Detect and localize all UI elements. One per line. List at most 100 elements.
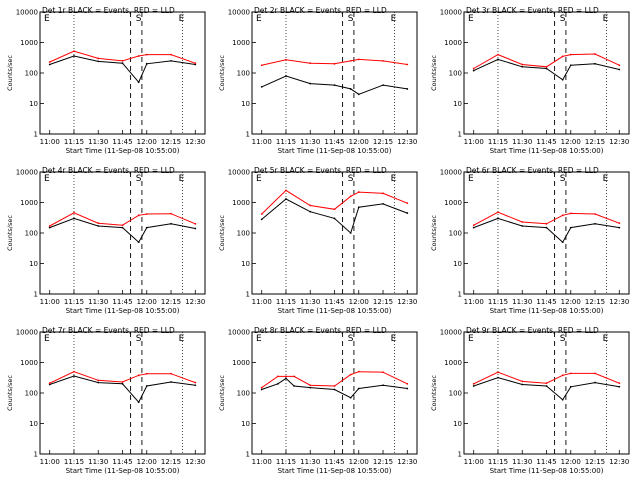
marker-label: E bbox=[391, 14, 397, 24]
data-point bbox=[97, 381, 100, 384]
plot-frame bbox=[39, 171, 206, 295]
data-point bbox=[406, 63, 409, 66]
y-tick-label: 100 bbox=[237, 70, 250, 78]
data-point bbox=[561, 55, 564, 58]
x-tick-label: 12:15 bbox=[585, 458, 605, 466]
series-line-lld bbox=[49, 212, 196, 227]
data-point bbox=[382, 202, 384, 205]
data-point bbox=[406, 382, 409, 385]
data-point bbox=[137, 374, 140, 377]
y-tick-label: 1 bbox=[458, 451, 462, 459]
panel-title: Det 9r BLACK = Events, RED = LLD bbox=[466, 326, 599, 335]
data-point bbox=[569, 53, 572, 56]
plot-frame bbox=[251, 11, 418, 135]
data-point bbox=[309, 204, 312, 207]
y-axis-label: Counts/sec bbox=[430, 375, 438, 411]
marker-label: S bbox=[348, 174, 354, 184]
x-tick-label: 11:15 bbox=[276, 458, 296, 466]
y-tick-label: 100 bbox=[25, 230, 38, 238]
marker-label: S bbox=[136, 14, 142, 24]
plot-frame bbox=[251, 331, 418, 455]
data-point bbox=[170, 53, 172, 56]
data-point bbox=[349, 59, 352, 62]
x-tick-label: 11:45 bbox=[536, 138, 556, 146]
marker-label: S bbox=[348, 14, 354, 24]
y-tick-label: 10 bbox=[453, 420, 462, 428]
data-point bbox=[545, 65, 548, 68]
y-tick-label: 1000 bbox=[20, 39, 38, 47]
x-tick-label: 11:15 bbox=[488, 458, 508, 466]
x-tick-label: 11:30 bbox=[88, 138, 108, 146]
data-point bbox=[97, 222, 100, 225]
y-tick-label: 1000 bbox=[232, 39, 250, 47]
data-point bbox=[382, 192, 384, 195]
x-tick-label: 11:00 bbox=[464, 298, 484, 306]
y-tick-label: 10 bbox=[29, 100, 38, 108]
data-point bbox=[472, 224, 475, 227]
data-point bbox=[121, 226, 124, 229]
marker-label: E bbox=[256, 14, 262, 24]
data-point bbox=[569, 226, 572, 229]
data-point bbox=[285, 198, 287, 200]
data-point bbox=[170, 222, 172, 225]
data-point bbox=[137, 81, 140, 84]
y-tick-label: 1 bbox=[458, 291, 462, 299]
data-point bbox=[73, 211, 75, 214]
data-point bbox=[618, 385, 621, 388]
x-tick-label: 12:15 bbox=[161, 298, 181, 306]
data-point bbox=[48, 383, 51, 386]
x-tick-label: 12:00 bbox=[561, 138, 581, 146]
x-axis-label: Start Time (11-Sep-08 10:55:00) bbox=[490, 147, 604, 155]
x-tick-label: 11:00 bbox=[40, 138, 60, 146]
x-axis-label: Start Time (11-Sep-08 10:55:00) bbox=[490, 307, 604, 315]
y-tick-label: 10000 bbox=[440, 169, 462, 177]
marker-label: E bbox=[256, 174, 262, 184]
data-point bbox=[309, 210, 312, 213]
data-point bbox=[545, 382, 548, 385]
data-point bbox=[521, 221, 524, 223]
marker-label: E bbox=[44, 334, 50, 344]
data-point bbox=[285, 75, 287, 77]
y-axis-label: Counts/sec bbox=[6, 55, 14, 91]
x-tick-label: 11:30 bbox=[88, 298, 108, 306]
series-line-events bbox=[49, 55, 196, 84]
marker-label: E bbox=[603, 174, 609, 184]
y-tick-label: 1 bbox=[246, 451, 250, 459]
y-tick-label: 1000 bbox=[444, 199, 462, 207]
series-line-events bbox=[261, 377, 408, 399]
x-tick-label: 11:15 bbox=[64, 298, 84, 306]
y-tick-label: 100 bbox=[25, 390, 38, 398]
plot-frame bbox=[251, 171, 418, 295]
data-point bbox=[285, 189, 287, 192]
data-point bbox=[48, 225, 51, 227]
data-point bbox=[97, 225, 100, 227]
data-point bbox=[569, 372, 572, 375]
y-axis-label: Counts/sec bbox=[6, 215, 14, 251]
x-tick-label: 11:30 bbox=[512, 458, 532, 466]
y-tick-label: 100 bbox=[449, 390, 462, 398]
y-tick-label: 1 bbox=[34, 451, 38, 459]
x-axis-label: Start Time (11-Sep-08 10:55:00) bbox=[66, 467, 180, 475]
data-point bbox=[121, 381, 124, 383]
data-point bbox=[309, 62, 312, 65]
y-tick-label: 10 bbox=[241, 260, 250, 268]
marker-label: E bbox=[44, 14, 50, 24]
data-point bbox=[521, 63, 524, 66]
x-tick-label: 12:15 bbox=[585, 298, 605, 306]
data-point bbox=[145, 213, 148, 215]
data-point bbox=[48, 61, 51, 63]
plot-frame bbox=[39, 331, 206, 455]
x-tick-label: 11:30 bbox=[300, 138, 320, 146]
series-line-events bbox=[261, 198, 408, 234]
series-line-events bbox=[261, 75, 408, 95]
plot-frame bbox=[463, 331, 630, 455]
x-tick-label: 11:30 bbox=[88, 458, 108, 466]
data-point bbox=[472, 385, 475, 387]
data-point bbox=[472, 382, 475, 385]
series-line-lld bbox=[473, 53, 620, 69]
series-line-lld bbox=[261, 58, 408, 66]
data-point bbox=[569, 64, 572, 67]
